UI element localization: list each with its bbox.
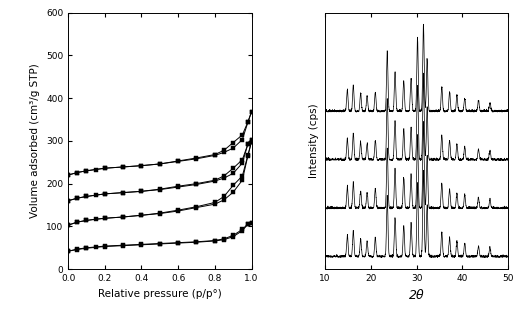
Y-axis label: Intensity (cps): Intensity (cps) [309,104,319,178]
Y-axis label: Volume adsorbed (cm³/g STP): Volume adsorbed (cm³/g STP) [30,64,40,218]
X-axis label: Relative pressure (p/p°): Relative pressure (p/p°) [98,289,222,299]
X-axis label: 2θ: 2θ [409,289,424,302]
